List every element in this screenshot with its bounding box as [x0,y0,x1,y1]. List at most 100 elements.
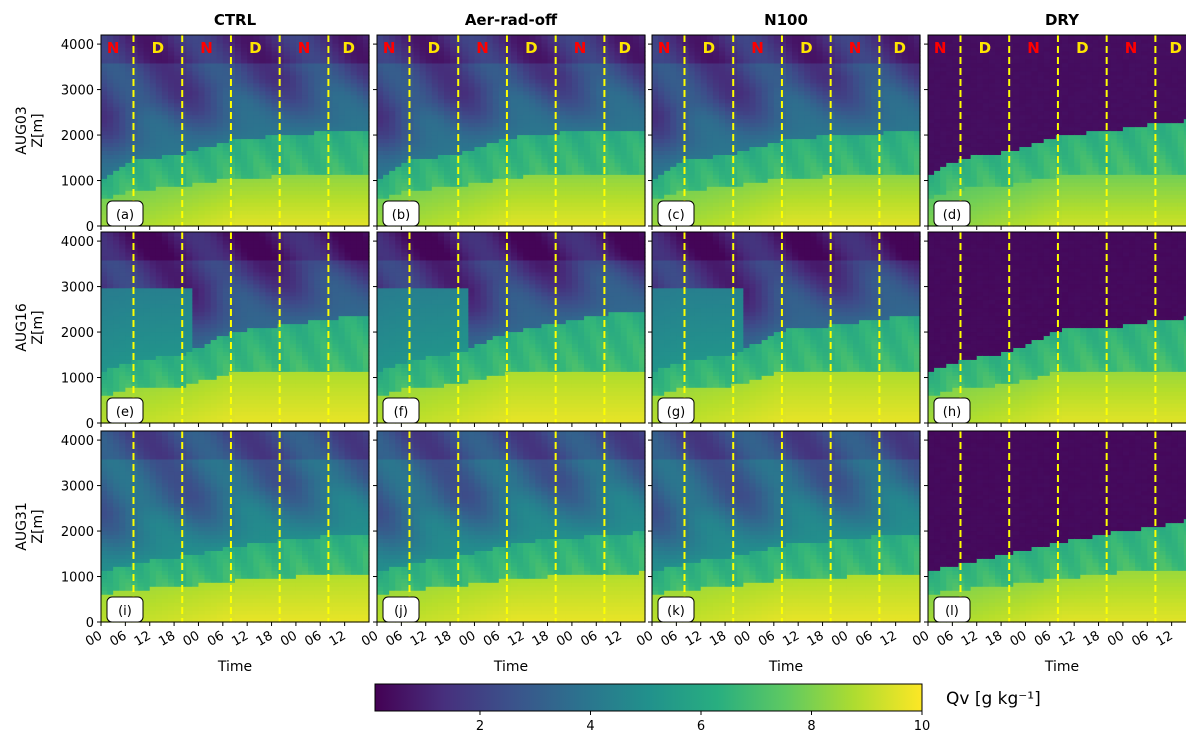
heatmap-cell [468,174,476,179]
heatmap-cell [676,90,684,96]
heatmap-cell [541,194,549,199]
heatmap-cell [719,90,726,96]
heatmap-cell [596,82,603,88]
heatmap-cell [706,35,714,40]
heatmap-cell [559,170,567,175]
heatmap-cell [737,126,744,132]
heatmap-cell [119,54,126,60]
heatmap-cell [719,62,726,68]
heatmap-cell [362,110,370,116]
heatmap-cell [504,190,512,195]
heatmap-cell [450,70,457,76]
heatmap-cell [113,70,120,76]
heatmap-cell [614,58,622,64]
heatmap-cell [608,194,616,199]
heatmap-cell [602,110,610,116]
heatmap-cell [241,35,248,40]
heatmap-cell [168,170,175,175]
heatmap-cell [161,190,169,195]
heatmap-cell [523,218,530,223]
heatmap-cell [174,106,181,112]
heatmap-cell [155,35,163,40]
heatmap-cell [125,38,133,44]
heatmap-cell [725,214,732,219]
heatmap-cell [235,190,242,195]
heatmap-cell [670,62,677,68]
heatmap-cell [474,222,482,227]
heatmap-cell [578,194,585,199]
heatmap-cell [571,38,579,44]
heatmap-cell [620,150,628,155]
heatmap-cell [356,94,364,100]
heatmap-cell [332,126,340,132]
heatmap-cell [308,206,315,211]
heatmap-cell [277,198,285,203]
heatmap-cell [511,162,518,167]
heatmap-cell [559,54,567,60]
heatmap-cell [694,122,702,128]
heatmap-cell [210,174,218,179]
heatmap-cell [541,46,549,52]
heatmap-cell [565,90,573,96]
heatmap-cell [626,166,634,171]
heatmap-cell [222,190,230,195]
heatmap-cell [664,46,671,52]
heatmap-cell [204,214,212,219]
heatmap-cell [198,218,206,223]
heatmap-cell [504,50,512,56]
heatmap-cell [688,110,696,116]
heatmap-cell [638,38,646,44]
heatmap-cell [149,202,157,207]
heatmap-cell [247,38,254,44]
heatmap-cell [247,82,254,88]
heatmap-cell [210,166,218,171]
heatmap-cell [620,162,628,167]
heatmap-cell [222,35,230,40]
heatmap-cell [419,202,427,207]
heatmap-cell [253,126,260,132]
heatmap-cell [712,126,720,132]
heatmap-cell [578,42,585,48]
heatmap-cell [174,102,181,108]
heatmap-cell [719,170,726,175]
heatmap-cell [198,62,206,68]
heatmap-cell [571,86,579,92]
heatmap-cell [395,82,402,88]
heatmap-cell [119,58,126,64]
heatmap-cell [498,218,506,223]
heatmap-cell [155,214,163,219]
heatmap-cell [119,198,126,203]
heatmap-cell [462,162,469,167]
heatmap-cell [265,194,273,199]
heatmap-cell [204,154,212,159]
heatmap-cell [161,110,169,116]
heatmap-cell [119,82,126,88]
heatmap-cell [492,35,500,40]
heatmap-cell [259,90,267,96]
heatmap-cell [620,82,628,88]
heatmap-cell [725,166,732,171]
heatmap-cell [277,78,285,84]
heatmap-cell [571,218,579,223]
heatmap-cell [308,94,315,100]
heatmap-cell [283,38,291,44]
heatmap-cell [462,138,469,144]
heatmap-cell [186,66,193,72]
heatmap-cell [295,74,303,80]
heatmap-cell [271,102,279,108]
heatmap-cell [222,38,230,44]
heatmap-cell [462,194,469,199]
heatmap-cell [265,35,273,40]
heatmap-cell [161,82,169,88]
heatmap-cell [143,82,151,88]
heatmap-cell [113,146,120,151]
heatmap-cell [700,174,708,179]
heatmap-cell [113,58,120,64]
heatmap-cell [437,122,445,128]
heatmap-cell [241,142,248,148]
heatmap-cell [456,126,463,132]
heatmap-cell [308,114,315,120]
heatmap-cell [137,35,145,40]
heatmap-cell [180,98,187,104]
heatmap-cell [523,134,530,140]
